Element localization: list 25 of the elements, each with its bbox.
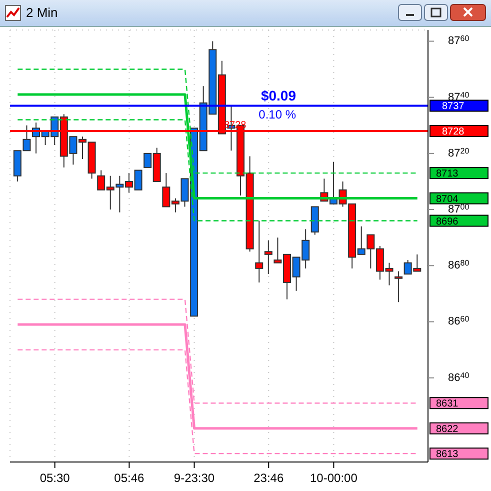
candlestick — [255, 220, 264, 283]
data-label: 8713 — [436, 168, 459, 180]
ref-line-label: 8737 — [442, 101, 465, 112]
x-tick-label: 05:30 — [40, 471, 70, 485]
y-tick-label: 87$^{60}$ — [448, 34, 470, 48]
x-tick-label: 23:46 — [254, 471, 284, 485]
x-tick-label: 10-00:00 — [310, 471, 358, 485]
x-tick-label: 05:46 — [114, 471, 145, 485]
candlestick — [394, 270, 403, 303]
ref-line-label: 8728 — [442, 126, 465, 138]
chart-title: 2 Min — [26, 5, 58, 20]
x-tick-label: 9-23:30 — [174, 471, 215, 485]
data-label: 8613 — [436, 449, 459, 460]
y-tick-label: 87$^{00}$ — [448, 202, 470, 216]
y-tick-label: 87$^{20}$ — [448, 146, 470, 160]
annotation: $0.09 — [260, 88, 296, 104]
annotation: 0.10 % — [258, 108, 296, 122]
data-label: 8622 — [436, 424, 459, 435]
data-label: 8696 — [436, 216, 459, 228]
candlestick — [264, 240, 272, 275]
y-tick-label: 86$^{40}$ — [448, 370, 470, 384]
y-tick-label: 86$^{60}$ — [448, 314, 470, 328]
data-label: 8704 — [436, 194, 459, 205]
data-label: 8631 — [436, 398, 459, 410]
y-tick-label: 86$^{80}$ — [448, 258, 470, 272]
